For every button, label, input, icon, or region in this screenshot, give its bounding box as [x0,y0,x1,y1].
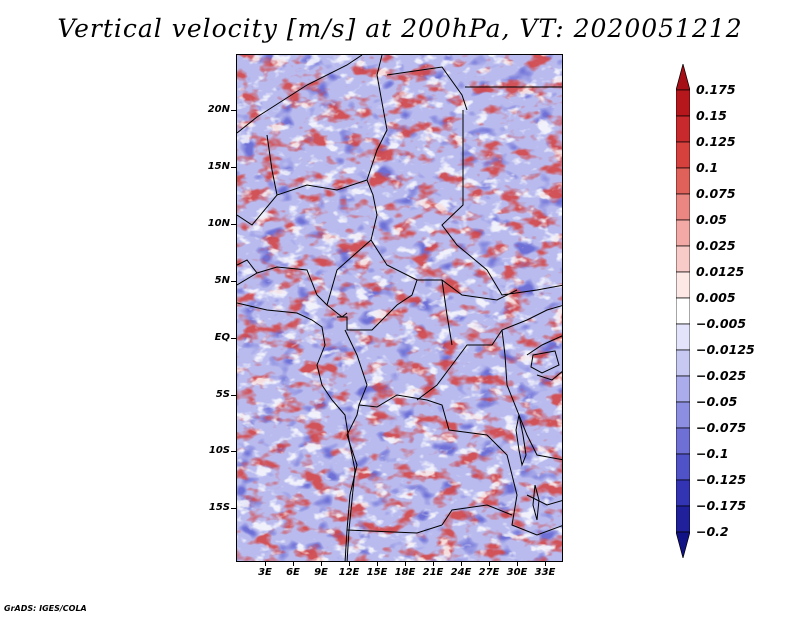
country-borders [237,55,562,561]
colorbar-label: −0.005 [696,316,747,331]
colorbar-segment [676,115,690,143]
colorbar-label: 0.025 [696,238,736,253]
lon-label: 18E [394,567,416,578]
lon-label: 15E [366,567,388,578]
colorbar-label: 0.075 [696,186,736,201]
colorbar-segment [676,193,690,221]
colorbar-label: 0.05 [696,212,727,227]
lat-label: 15N [207,161,230,172]
coastline [237,302,356,561]
colorbar-segment [676,427,690,455]
lon-label: 30E [506,567,528,578]
colorbar-label: −0.075 [696,420,747,435]
colorbar-segment [676,531,690,558]
lon-label: 12E [338,567,360,578]
lake-tanganyika [515,414,527,467]
colorbar-label: −0.0125 [696,342,755,357]
lat-label: 10S [208,445,230,456]
colorbar-segment [676,375,690,403]
colorbar-segment [676,89,690,117]
lon-label: 9E [314,567,328,578]
colorbar-segment [676,245,690,273]
map-title: Vertical velocity [m/s] at 200hPa, VT: 2… [57,14,743,43]
colorbar-segment [676,271,690,299]
lat-label: 10N [207,218,230,229]
colorbar-label: 0.0125 [696,264,745,279]
colorbar-segment [676,141,690,169]
colorbar [676,64,690,558]
lat-label: 15S [208,502,230,513]
colorbar-label: −0.125 [696,472,747,487]
colorbar-segment [676,64,690,91]
lat-label: EQ [214,332,230,343]
lon-label: 3E [258,567,272,578]
colorbar-segment [676,297,690,325]
velocity-map [236,54,563,562]
lon-label: 27E [478,567,500,578]
colorbar-segment [676,453,690,481]
lat-label: 20N [207,104,230,115]
footer-credit: GrADS: IGES/COLA [4,604,87,613]
lake-victoria [530,350,560,374]
colorbar-label: 0.175 [696,82,736,97]
colorbar-segment [676,219,690,247]
colorbar-label: −0.175 [696,498,747,513]
lon-label: 24E [450,567,472,578]
colorbar-segment [676,479,690,507]
colorbar-segment [676,349,690,377]
lat-label: 5N [214,275,230,286]
colorbar-label: 0.005 [696,290,736,305]
colorbar-label: 0.15 [696,108,727,123]
lon-label: 6E [286,567,300,578]
colorbar-segment [676,323,690,351]
colorbar-label: 0.1 [696,160,719,175]
colorbar-label: −0.1 [696,446,729,461]
colorbar-label: 0.125 [696,134,736,149]
lon-label: 21E [422,567,444,578]
colorbar-segment [676,505,690,533]
colorbar-label: −0.025 [696,368,747,383]
lat-label: 5S [215,389,230,400]
colorbar-label: −0.05 [696,394,738,409]
lon-label: 33E [534,567,556,578]
colorbar-label: −0.2 [696,524,729,539]
lake-malawi [532,484,540,521]
colorbar-segment [676,401,690,429]
velocity-field [237,55,562,561]
colorbar-segment [676,167,690,195]
